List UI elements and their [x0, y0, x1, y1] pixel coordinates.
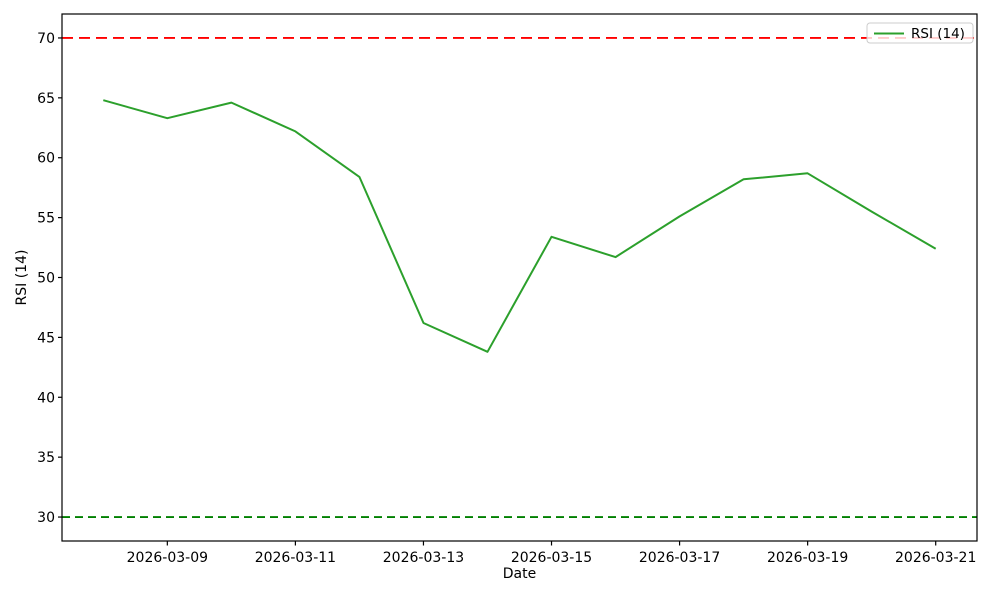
x-tick-label: 2026-03-21: [895, 550, 976, 566]
rsi-line: [103, 99, 937, 353]
y-tick-label: 65: [37, 91, 55, 107]
x-tick-label: 2026-03-17: [639, 550, 720, 566]
y-tick-label: 45: [37, 330, 55, 346]
x-axis-title: Date: [503, 566, 536, 582]
legend-box: [866, 22, 974, 44]
x-tick-label: 2026-03-11: [255, 550, 336, 566]
y-tick-label: 40: [37, 390, 55, 406]
x-tick-label: 2026-03-13: [383, 550, 464, 566]
plot-area: 30 35 40 45 50 55 60 65 70 2026-03-09 2026-03-11 20…: [37, 13, 978, 566]
y-tick-label: 30: [37, 510, 55, 526]
x-tick-label: 2026-03-19: [767, 550, 848, 566]
y-tick-label: 50: [37, 271, 55, 287]
x-tick-label: 2026-03-09: [127, 550, 208, 566]
y-tick-label: 55: [37, 211, 55, 227]
y-tick-label: 70: [37, 31, 55, 47]
y-tick-label: 35: [37, 450, 55, 466]
y-axis-title: RSI (14): [14, 250, 30, 306]
x-tick-label: 2026-03-15: [511, 550, 592, 566]
legend-label: RSI (14): [911, 26, 965, 42]
legend: RSI (14): [866, 22, 974, 44]
y-tick-label: 60: [37, 151, 55, 167]
plot-spines: [61, 13, 978, 542]
